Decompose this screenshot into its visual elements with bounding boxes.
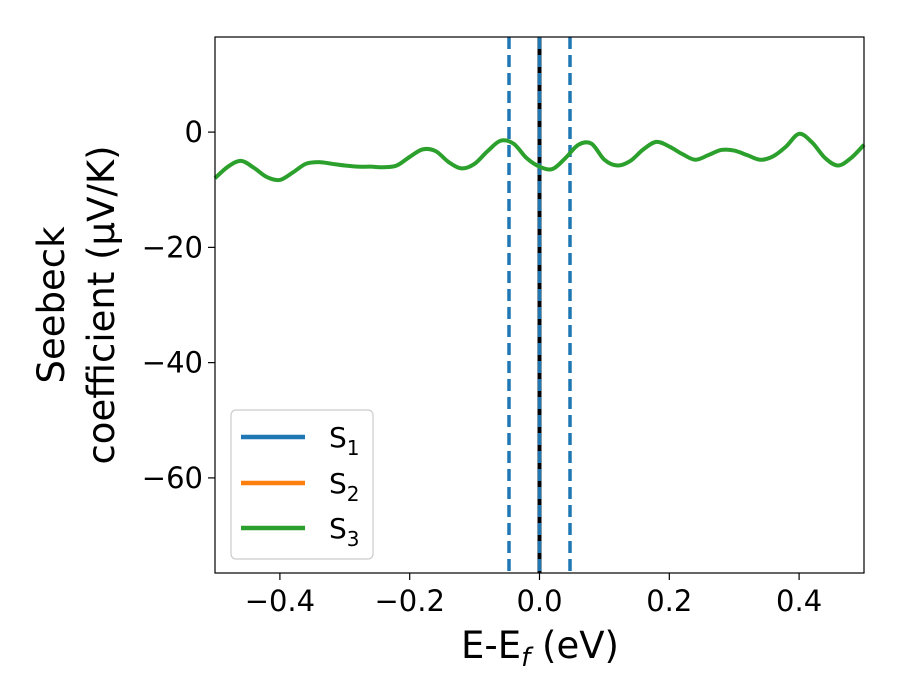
- x-tick-label: 0.2: [646, 584, 692, 618]
- y-tick-label: −40: [142, 346, 203, 380]
- y-axis-ticks: 0 −20 −40 −60: [142, 115, 215, 495]
- x-tick-label: −0.2: [374, 584, 444, 618]
- y-tick-label: −20: [142, 230, 203, 264]
- reference-lines: [507, 37, 572, 573]
- y-tick-label: −60: [142, 461, 203, 495]
- x-tick-label: 0.4: [776, 584, 822, 618]
- x-axis-ticks: −0.4 −0.2 0.0 0.2 0.4: [245, 573, 822, 618]
- series-lines: [213, 131, 866, 183]
- legend-label-s1: S1: [329, 421, 360, 460]
- legend-label-s3: S3: [329, 512, 360, 551]
- y-axis-label-line2: coefficient (μV/K): [80, 145, 123, 464]
- y-axis-label-line1: Seebeck: [30, 226, 73, 384]
- y-tick-label: 0: [185, 115, 203, 149]
- series-line-s3: [213, 131, 866, 183]
- legend: S1 S2 S3: [230, 409, 374, 560]
- x-tick-label: 0.0: [516, 584, 562, 618]
- x-tick-label: −0.4: [245, 584, 315, 618]
- legend-label-s2: S2: [329, 467, 360, 506]
- x-axis-label: E-Ef (eV): [461, 624, 619, 673]
